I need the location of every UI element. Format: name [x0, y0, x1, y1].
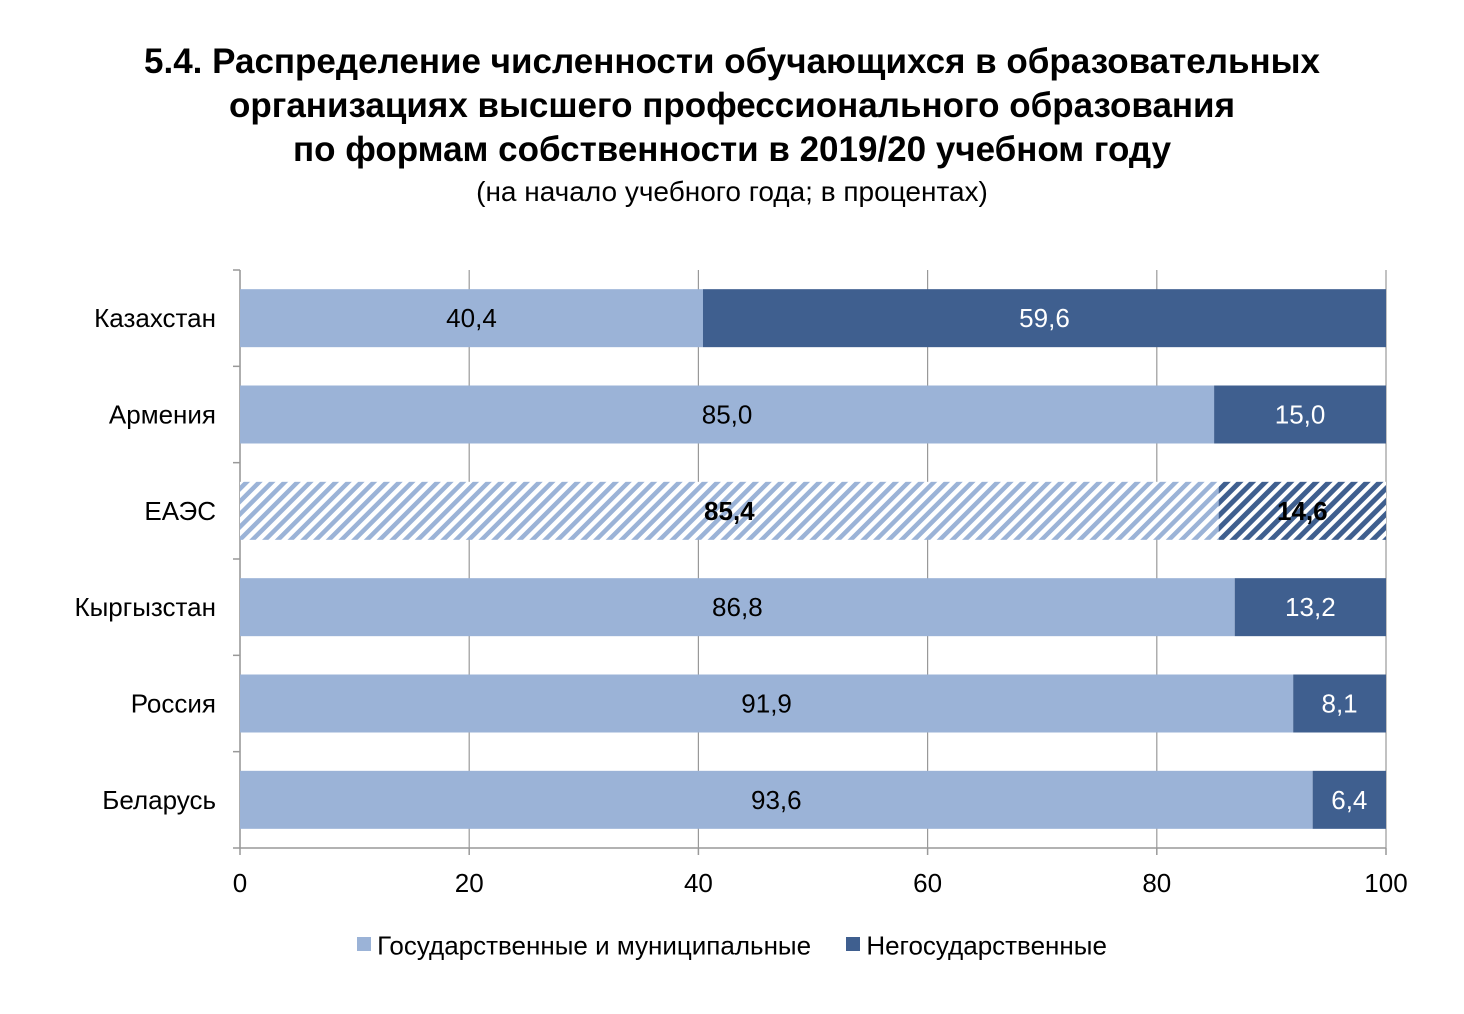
- chart-title-line-3: по формам собственности в 2019/20 учебно…: [292, 130, 1172, 169]
- data-label-state: 85,0: [702, 400, 753, 430]
- bar-private: [1293, 674, 1386, 733]
- x-tick-label: 60: [913, 868, 942, 898]
- x-tick-label: 80: [1142, 868, 1171, 898]
- x-tick-label: 100: [1364, 868, 1407, 898]
- chart-title-block: 5.4. Распределение численности обучающих…: [0, 40, 1464, 212]
- bar-state: [240, 770, 1313, 829]
- data-label-private: 13,2: [1285, 592, 1336, 622]
- x-tick-label: 40: [684, 868, 713, 898]
- bar-state: [240, 289, 703, 348]
- legend-item-state: Государственные и муниципальные: [357, 929, 811, 962]
- legend-label-private: Негосударственные: [866, 930, 1107, 961]
- chart-legend: Государственные и муниципальные Негосуда…: [0, 928, 1464, 961]
- legend-swatch-state: [357, 936, 372, 951]
- data-label-state: 91,9: [741, 689, 792, 719]
- legend-swatch-private: [846, 936, 861, 951]
- data-label-private: 59,6: [1019, 303, 1070, 333]
- data-label-private: 14,6: [1277, 496, 1328, 526]
- data-label-state: 93,6: [751, 785, 802, 815]
- chart-subtitle: (на начало учебного года; в процентах): [476, 176, 988, 207]
- legend-item-private: Негосударственные: [846, 929, 1107, 962]
- x-tick-label: 0: [233, 868, 247, 898]
- bar-state: [240, 674, 1294, 733]
- x-tick-label: 20: [455, 868, 484, 898]
- bar-state: [240, 578, 1235, 637]
- bar-private: [1312, 770, 1386, 829]
- category-label: Казахстан: [94, 303, 216, 333]
- bar-private: [1218, 481, 1386, 540]
- bar-private: [702, 289, 1386, 348]
- category-label: ЕАЭС: [144, 496, 216, 526]
- bar-state: [240, 385, 1215, 444]
- bar-private: [1234, 578, 1386, 637]
- category-label: Армения: [109, 400, 216, 430]
- category-label: Беларусь: [102, 785, 216, 815]
- data-label-state: 86,8: [712, 592, 763, 622]
- data-label-state: 40,4: [446, 303, 497, 333]
- data-label-private: 6,4: [1331, 785, 1367, 815]
- bar-private: [1214, 385, 1386, 444]
- chart-title-line-2: организациях высшего профессионального о…: [229, 86, 1235, 125]
- data-label-private: 8,1: [1322, 689, 1358, 719]
- data-label-state: 85,4: [704, 496, 755, 526]
- data-label-private: 15,0: [1275, 400, 1326, 430]
- category-label: Россия: [131, 689, 216, 719]
- bar-state: [240, 481, 1219, 540]
- legend-label-state: Государственные и муниципальные: [377, 930, 812, 961]
- category-label: Кыргызстан: [74, 592, 216, 622]
- chart-title-line-1: 5.4. Распределение численности обучающих…: [144, 42, 1320, 81]
